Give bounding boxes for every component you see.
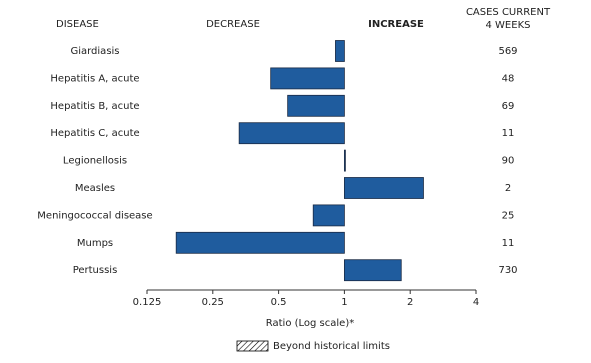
legend-swatch bbox=[236, 340, 269, 352]
bar bbox=[335, 40, 345, 62]
x-axis-title: Ratio (Log scale)* bbox=[266, 318, 354, 329]
bar bbox=[287, 94, 345, 117]
cases-value: 90 bbox=[502, 156, 515, 167]
x-tick-label: 2 bbox=[407, 297, 413, 308]
increase-header: INCREASE bbox=[368, 19, 424, 30]
cases-value: 48 bbox=[502, 73, 515, 84]
x-tick-label: 0.125 bbox=[133, 297, 162, 308]
cases-value: 569 bbox=[498, 46, 517, 57]
category-label: Legionellosis bbox=[63, 156, 127, 167]
cases-value: 11 bbox=[502, 238, 515, 249]
category-label: Pertussis bbox=[73, 265, 118, 276]
category-label: Hepatitis C, acute bbox=[50, 128, 139, 139]
x-tick-label: 4 bbox=[473, 297, 479, 308]
x-tick-label: 0.25 bbox=[202, 297, 224, 308]
bar bbox=[238, 122, 345, 145]
bar bbox=[343, 259, 402, 282]
category-label: Meningococcal disease bbox=[37, 210, 152, 221]
category-label: Mumps bbox=[77, 238, 113, 249]
cases-value: 25 bbox=[502, 210, 515, 221]
cases-header: 4 WEEKS bbox=[486, 20, 531, 31]
category-label: Hepatitis A, acute bbox=[50, 73, 139, 84]
legend-label: Beyond historical limits bbox=[273, 341, 390, 352]
cases-value: 2 bbox=[505, 183, 511, 194]
bar bbox=[343, 177, 424, 199]
disease-header: DISEASE bbox=[56, 19, 99, 30]
bar bbox=[343, 149, 346, 172]
bar bbox=[175, 231, 345, 254]
x-tick-label: 0.5 bbox=[271, 297, 287, 308]
category-label: Giardiasis bbox=[70, 46, 119, 57]
cases-value: 11 bbox=[502, 128, 515, 139]
cases-header: CASES CURRENT bbox=[466, 7, 551, 18]
category-label: Hepatitis B, acute bbox=[50, 101, 139, 112]
cases-value: 69 bbox=[502, 101, 515, 112]
bar bbox=[312, 204, 345, 227]
bar bbox=[270, 67, 345, 90]
category-label: Measles bbox=[75, 183, 115, 194]
decrease-header: DECREASE bbox=[206, 19, 260, 30]
cases-value: 730 bbox=[498, 265, 517, 276]
x-tick-label: 1 bbox=[341, 297, 347, 308]
